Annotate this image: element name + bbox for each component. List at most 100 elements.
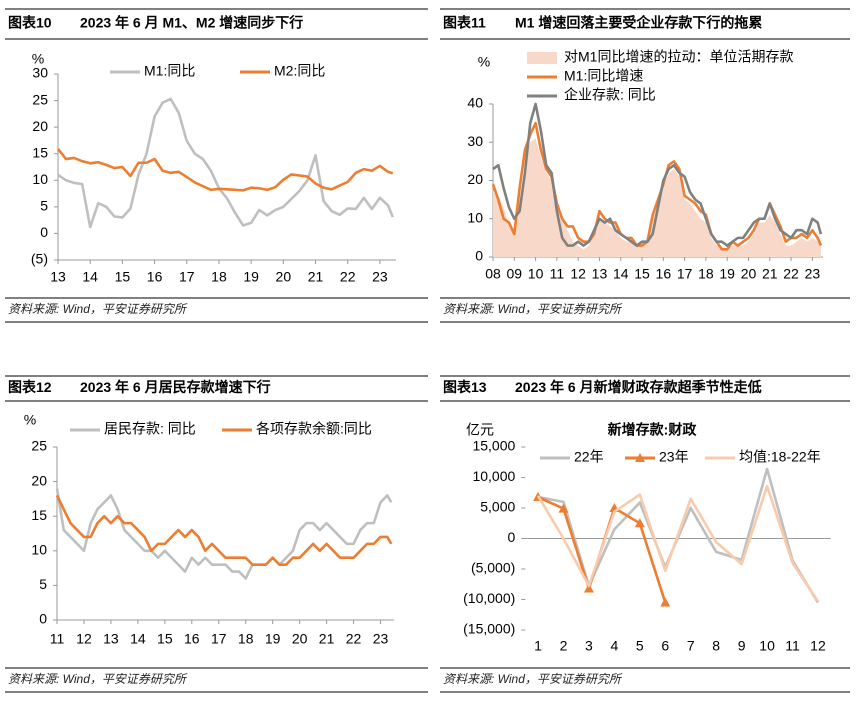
x-tick-label: 11	[50, 631, 65, 647]
y-tick-label: 20	[31, 472, 47, 488]
y-axis-unit: %	[24, 412, 36, 428]
chart-title: 2023 年 6 月 M1、M2 增速同步下行	[80, 15, 303, 31]
series-line	[492, 102, 823, 247]
source-note: 资料来源: Wind，平安证券研究所	[443, 302, 623, 316]
x-tick-label: 21	[762, 266, 778, 282]
legend-label: 各项存款余额:同比	[256, 421, 372, 437]
x-tick-label: 10	[528, 266, 544, 282]
x-tick-label: 21	[319, 631, 335, 647]
y-tick-label: 10	[32, 171, 48, 187]
y-tick-label: 0	[508, 529, 516, 545]
legend-label: 22年	[574, 449, 604, 465]
y-axis-unit: 亿元	[466, 422, 494, 438]
source-note: 资料来源: Wind，平安证券研究所	[8, 672, 188, 686]
x-tick-label: 13	[50, 269, 66, 285]
x-tick-label: 17	[179, 269, 195, 285]
area	[493, 138, 821, 257]
x-tick-label: 12	[570, 266, 586, 282]
x-tick-label: 11	[785, 638, 800, 654]
x-tick-label: 20	[292, 631, 308, 647]
y-tick-label: 25	[31, 438, 47, 454]
figure-label: 图表11	[443, 15, 486, 31]
figure-label: 图表10	[8, 15, 52, 31]
y-axis-unit: %	[478, 54, 490, 70]
y-tick-label: 10,000	[472, 468, 515, 484]
y-tick-label: 0	[40, 224, 48, 240]
x-tick-label: 9	[738, 638, 746, 654]
y-tick-label: 30	[467, 133, 483, 149]
legend-marker	[635, 453, 645, 462]
x-tick-label: 15	[634, 266, 650, 282]
legend-label: 23年	[659, 449, 689, 465]
y-tick-label: 0	[39, 611, 47, 627]
y-tick-label: 40	[467, 95, 483, 111]
x-tick-label: 7	[687, 638, 695, 654]
plot-title: 新增存款:财政	[608, 422, 698, 438]
y-tick-label: (5,000)	[471, 560, 515, 576]
x-tick-label: 8	[712, 638, 720, 654]
x-tick-label: 11	[550, 266, 565, 282]
legend-label: M1:同比增速	[564, 68, 643, 84]
x-tick-label: 16	[184, 631, 200, 647]
x-tick-label: 23	[373, 631, 389, 647]
series-line	[57, 97, 394, 229]
chart-title: 2023 年 6 月新增财政存款超季节性走低	[515, 379, 762, 395]
source-note: 资料来源: Wind，平安证券研究所	[8, 302, 188, 316]
marker	[634, 518, 645, 528]
chart-title: M1 增速回落主要受企业存款下行的拖累	[515, 15, 762, 31]
figure-label: 图表13	[443, 379, 487, 395]
y-tick-label: (10,000)	[463, 590, 515, 606]
x-tick-label: 20	[741, 266, 757, 282]
legend-label: M2:同比	[274, 63, 325, 79]
legend-swatch	[527, 52, 557, 64]
x-tick-label: 14	[613, 266, 629, 282]
x-tick-label: 17	[677, 266, 693, 282]
y-tick-label: 15	[31, 507, 47, 523]
x-tick-label: 14	[130, 631, 146, 647]
y-tick-label: 10	[467, 209, 483, 225]
x-tick-label: 13	[103, 631, 119, 647]
x-tick-label: 5	[636, 638, 644, 654]
x-tick-label: 6	[661, 638, 669, 654]
x-tick-label: 12	[810, 638, 826, 654]
x-tick-label: 10	[759, 638, 775, 654]
y-tick-label: 15	[32, 144, 48, 160]
x-tick-label: 14	[82, 269, 98, 285]
x-tick-label: 20	[276, 269, 292, 285]
x-tick-label: 22	[346, 631, 362, 647]
y-tick-label: (5)	[31, 251, 48, 267]
legend-label: 均值:18-22年	[739, 449, 821, 465]
x-tick-label: 23	[805, 266, 821, 282]
chart-title: 2023 年 6 月居民存款增速下行	[80, 379, 271, 395]
x-tick-label: 22	[783, 266, 799, 282]
y-tick-label: (15,000)	[463, 621, 515, 637]
y-tick-label: 15,000	[472, 438, 515, 454]
y-tick-label: 10	[31, 542, 47, 558]
y-axis-unit: %	[32, 51, 44, 67]
series-line	[55, 494, 393, 566]
y-tick-label: 25	[32, 91, 48, 107]
x-tick-label: 17	[211, 631, 227, 647]
series-line	[56, 148, 394, 192]
legend-label: 居民存款: 同比	[104, 421, 196, 437]
y-tick-label: 30	[32, 65, 48, 81]
x-tick-label: 15	[115, 269, 131, 285]
series-line	[536, 484, 820, 603]
x-tick-label: 19	[243, 269, 259, 285]
marker	[583, 583, 594, 593]
x-tick-label: 15	[157, 631, 173, 647]
y-tick-label: 20	[32, 118, 48, 134]
x-tick-label: 16	[147, 269, 163, 285]
marker	[660, 597, 671, 607]
x-tick-label: 2	[560, 638, 568, 654]
legend-label: 对M1同比增速的拉动：单位活期存款	[564, 49, 793, 65]
figure-label: 图表12	[8, 379, 52, 395]
x-tick-label: 09	[507, 266, 523, 282]
y-tick-label: 0	[475, 248, 483, 264]
x-tick-label: 1	[534, 638, 542, 654]
y-tick-label: 20	[467, 171, 483, 187]
x-tick-label: 08	[485, 266, 501, 282]
y-tick-label: 5	[39, 576, 47, 592]
y-tick-label: 5,000	[480, 499, 515, 515]
